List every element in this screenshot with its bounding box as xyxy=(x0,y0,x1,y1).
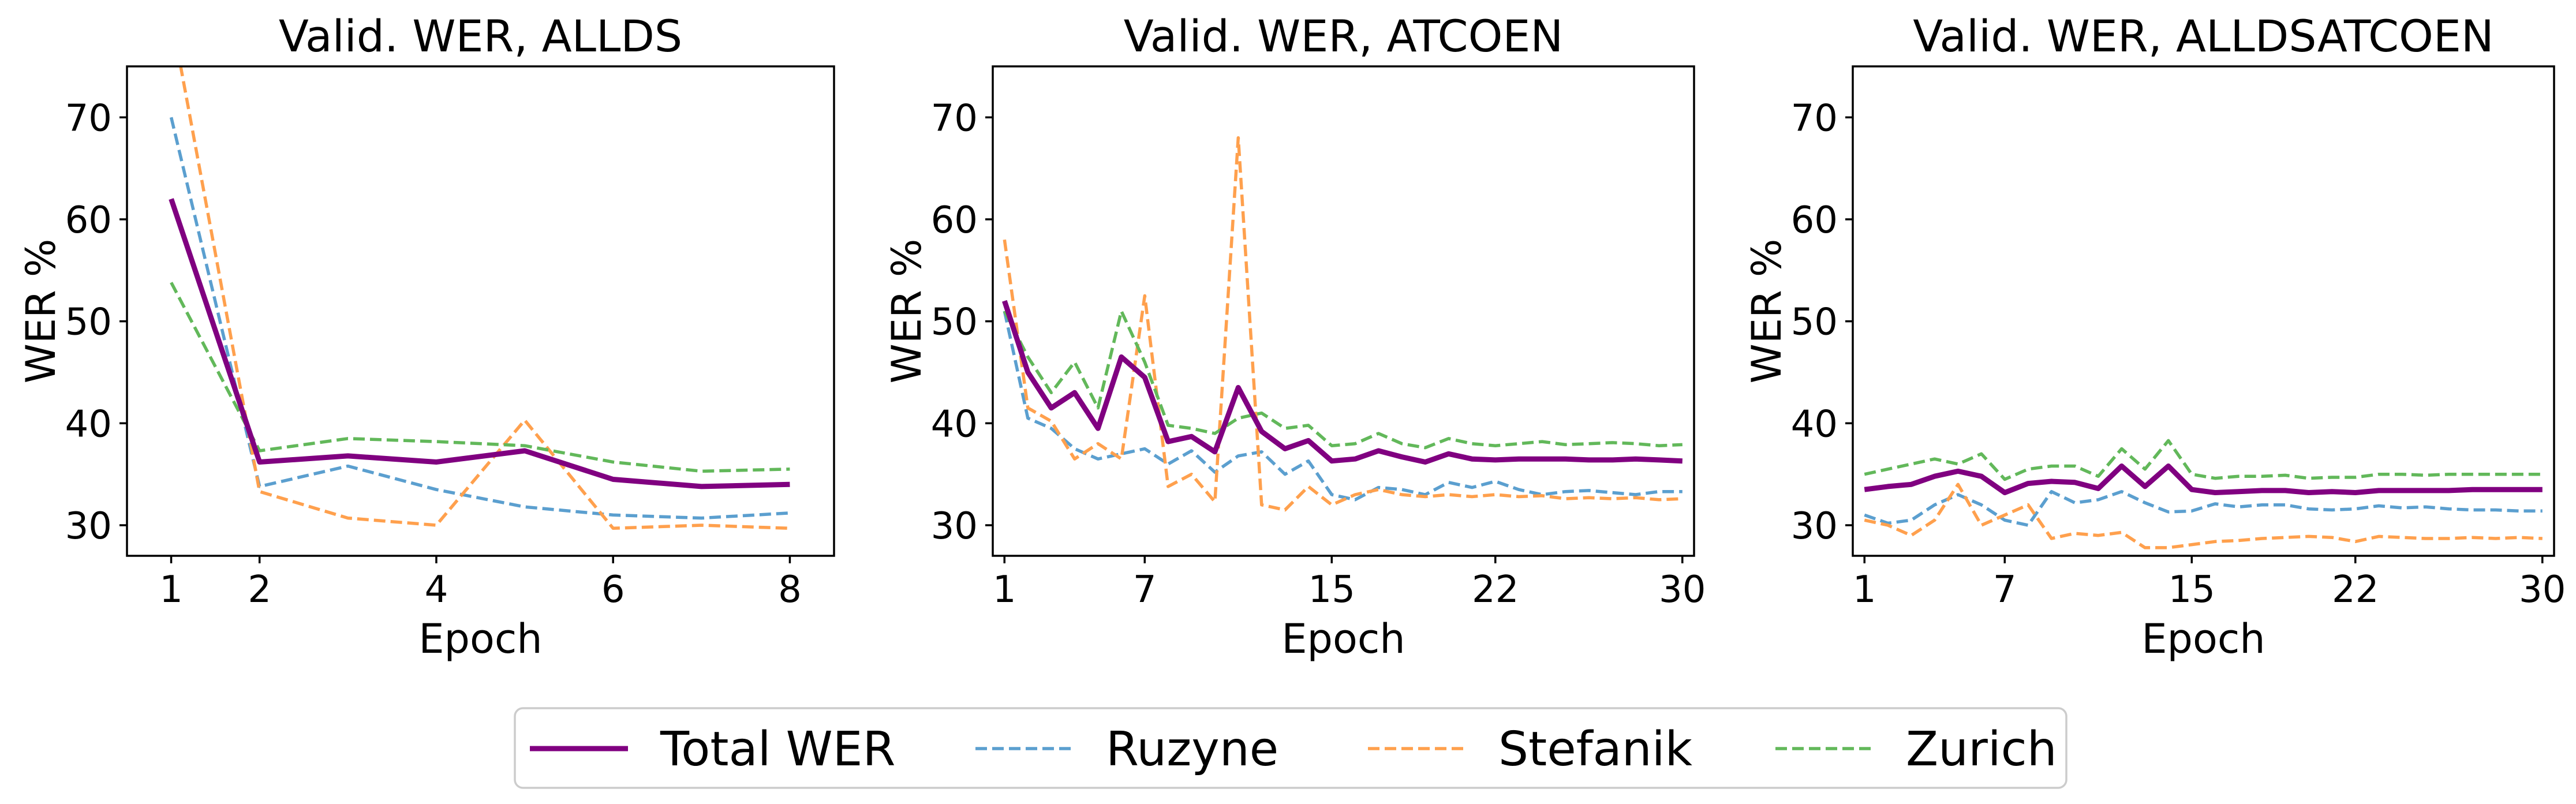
x-tick-label: 1 xyxy=(993,569,1016,611)
x-tick-label: 30 xyxy=(1659,569,1706,611)
legend-label: Total WER xyxy=(660,722,895,777)
legend-label: Ruzyne xyxy=(1106,722,1278,777)
legend-item-stefanik: Stefanik xyxy=(1368,722,1693,777)
y-tick-label: 60 xyxy=(65,199,112,242)
x-tick-label: 8 xyxy=(778,569,802,611)
plot-frame xyxy=(992,65,1695,557)
series-line-total-wer xyxy=(1002,300,1683,465)
y-tick-label: 60 xyxy=(1791,199,1838,242)
y-tick-label: 70 xyxy=(931,97,978,140)
x-tick-label: 7 xyxy=(1993,569,2017,611)
series-group xyxy=(169,66,790,530)
x-tick-label: 22 xyxy=(2332,569,2379,611)
series-line-stefanik xyxy=(1864,483,2543,549)
chart-title: Valid. WER, ALLDSATCOEN xyxy=(1913,10,2493,62)
y-tick-label: 40 xyxy=(931,403,978,446)
legend-label: Zurich xyxy=(1906,722,2057,777)
x-tick-label: 30 xyxy=(2519,569,2566,611)
legend-item-zurich: Zurich xyxy=(1775,722,2057,777)
x-tick-label: 4 xyxy=(425,569,448,611)
y-tick-label: 50 xyxy=(65,301,112,344)
y-tick-label: 40 xyxy=(1791,403,1838,446)
y-tick-label: 60 xyxy=(931,199,978,242)
series-line-ruzyne xyxy=(1864,489,2543,527)
series-line-ruzyne xyxy=(169,117,790,520)
x-tick-label: 15 xyxy=(1308,569,1355,611)
series-line-total-wer xyxy=(169,198,790,489)
y-tick-label: 30 xyxy=(931,505,978,548)
legend: Total WER Ruzyne Stefanik Zurich xyxy=(514,707,2067,789)
chart-panel-2: 30 40 50 60 70 1 7 15 22 30 Valid. WER, ATCOEN Epoc… xyxy=(883,10,1706,663)
legend-frame xyxy=(514,707,2067,789)
series-line-zurich xyxy=(170,282,790,473)
series-line-stefanik xyxy=(1003,136,1683,512)
x-axis-label: Epoch xyxy=(1281,615,1405,663)
chart-title: Valid. WER, ATCOEN xyxy=(1124,10,1564,62)
series-line-zurich xyxy=(1003,309,1683,450)
y-axis-label: WER % xyxy=(1743,239,1790,384)
y-axis-label: WER % xyxy=(883,239,930,384)
y-tick-label: 30 xyxy=(65,505,112,548)
plot-frame xyxy=(1852,65,2555,557)
legend-item-ruzyne: Ruzyne xyxy=(975,722,1278,777)
x-tick-label: 22 xyxy=(1472,569,1519,611)
x-tick-label: 1 xyxy=(1853,569,1876,611)
chart-panel-3: 30 40 50 60 70 1 7 15 22 30 Valid. WER, ALLDSATCOE… xyxy=(1743,10,2566,663)
chart-title: Valid. WER, ALLDS xyxy=(279,10,682,62)
legend-item-total-wer: Total WER xyxy=(530,722,895,777)
x-tick-label: 1 xyxy=(159,569,183,611)
series-group xyxy=(1864,439,2543,549)
x-tick-label: 6 xyxy=(601,569,625,611)
x-tick-label: 15 xyxy=(2169,569,2215,611)
legend-label: Stefanik xyxy=(1498,722,1693,777)
x-axis-label: Epoch xyxy=(2141,615,2265,663)
series-group xyxy=(1002,136,1683,512)
chart-panel-1: 30 40 50 60 70 1 2 4 6 8 Valid. WER, ALLDS Epoch WER… xyxy=(17,10,835,663)
x-tick-label: 2 xyxy=(248,569,271,611)
x-tick-label: 7 xyxy=(1133,569,1157,611)
series-line-total-wer xyxy=(1864,463,2543,495)
y-tick-label: 30 xyxy=(1791,505,1838,548)
plot-frame xyxy=(126,65,835,557)
y-tick-label: 70 xyxy=(1791,97,1838,140)
y-tick-label: 40 xyxy=(65,403,112,446)
series-line-zurich xyxy=(1864,439,2543,481)
series-line-stefanik xyxy=(179,66,790,530)
y-tick-label: 50 xyxy=(931,301,978,344)
x-axis-label: Epoch xyxy=(418,615,542,663)
y-tick-label: 50 xyxy=(1791,301,1838,344)
y-tick-label: 70 xyxy=(65,97,112,140)
y-axis-label: WER % xyxy=(17,239,65,384)
